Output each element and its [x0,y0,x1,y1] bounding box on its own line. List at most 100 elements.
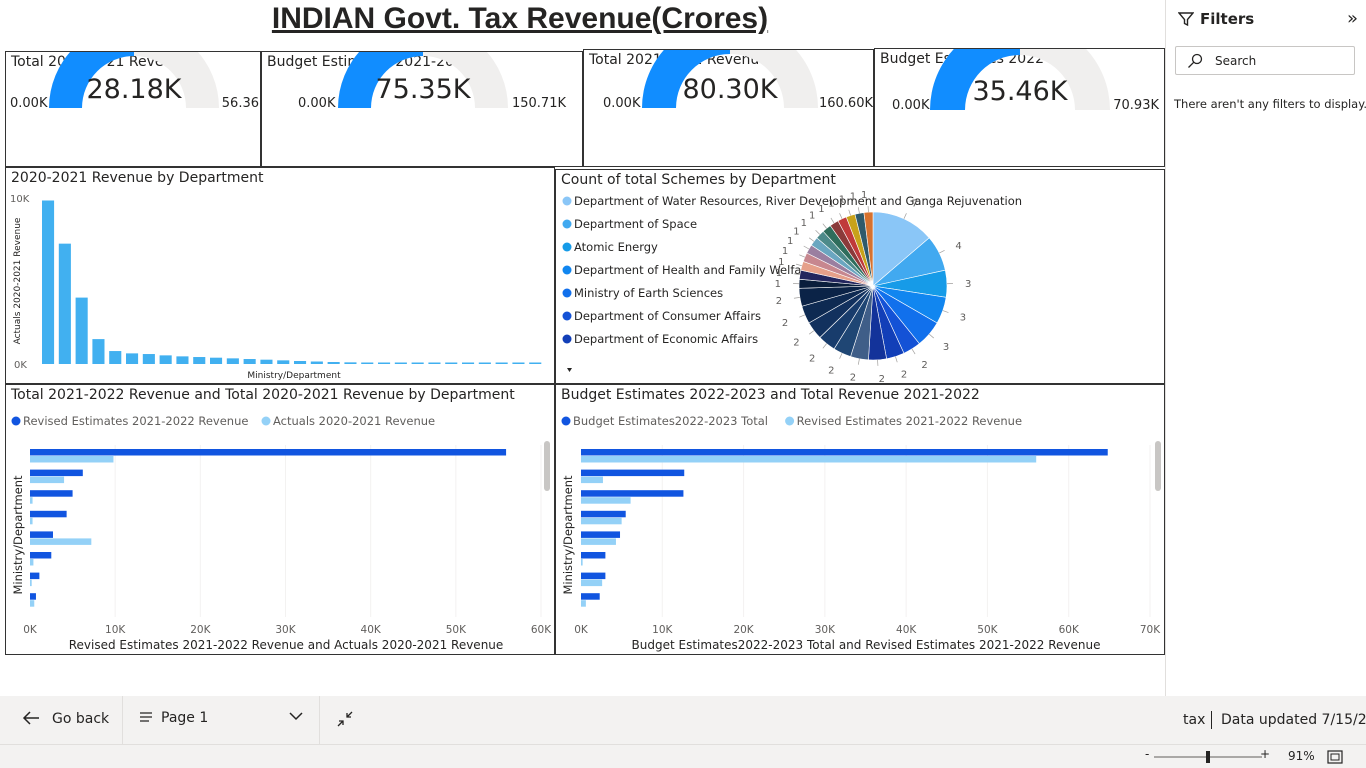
bar-series-1 [30,449,507,456]
bar-series-1 [581,531,621,538]
x-tick-label: 60K [1059,624,1080,636]
gauge-max-label: 56.36 [222,96,259,111]
pie-data-label: 3 [943,342,949,353]
pie-leader-line [808,237,815,242]
column-bar [159,355,172,364]
bar-series-2 [30,497,33,504]
legend-marker [562,334,572,344]
bar-series-2 [30,579,32,587]
filters-title: Filters [1200,10,1255,28]
x-tick-label: 0K [23,624,38,636]
zoom-slider-thumb[interactable] [1206,751,1210,763]
pie-leader-line [830,217,835,224]
y-axis-title: Ministry/Department [561,475,575,595]
pie-data-label: 2 [809,354,815,365]
fit-to-page-icon[interactable] [1327,750,1343,764]
chevron-down-icon[interactable] [288,710,304,726]
search-placeholder: Search [1215,54,1257,68]
legend-label: Department of Space [574,217,697,231]
x-tick-label: 70K [1140,624,1161,636]
zoom-in-button[interactable]: + [1260,747,1271,761]
pie-data-label: 1 [801,218,807,229]
revenue-comparison-chart[interactable]: Total 2021-2022 Revenue and Total 2020-2… [5,384,555,655]
filters-empty-message: There aren't any filters to display. [1174,97,1366,111]
pie-data-label: 1 [809,210,815,221]
column-bar [310,361,323,364]
report-title: INDIAN Govt. Tax Revenue(Crores) [271,2,769,35]
x-tick-label: 40K [361,624,382,636]
budget-comparison-chart[interactable]: Budget Estimates 2022-2023 and Total Rev… [555,384,1165,655]
list-icon [140,712,152,722]
pie-leader-line [903,213,907,219]
legend-label: Department of Consumer Affairs [574,309,761,323]
column-bar [75,297,88,364]
schemes-by-department-pie[interactable]: Count of total Schemes by Department Dep… [555,169,1165,384]
pie-data-label: 1 [850,192,856,203]
hbar-chart-plot: Revised Estimates 2021-2022 Revenue Actua… [11,414,552,652]
y-tick-label: 10K [10,194,30,205]
column-bar [294,361,307,364]
x-tick-label: 50K [977,624,998,636]
legend-marker [562,265,572,275]
pie-chart-plot: Department of Water Resources, River Dev… [562,190,1022,383]
pie-data-label: 1 [775,279,781,290]
column-bar [394,362,407,364]
pie-slice [872,211,930,287]
bar-series-2 [581,517,622,525]
gauge-max-label: 70.93K [1113,98,1159,113]
zoom-slider[interactable] [1154,749,1262,765]
status-bar: - + 91% [0,744,1366,768]
gauge-card-4[interactable]: Budget Estimates 2022-2023 35.46K0.00K70… [874,48,1165,167]
x-tick-label: 30K [815,624,836,636]
gauge-card-2[interactable]: Budget Estimates 2021-2022 75.35K0.00K15… [261,51,583,167]
go-back-button[interactable]: Go back [22,710,109,727]
gauge-value: 80.30K [682,74,778,105]
bar-series-1 [581,469,685,477]
column-bar [142,354,155,364]
zoom-level: 91% [1288,749,1315,763]
filters-header: Filters [1177,10,1255,28]
pie-data-label: 1 [828,198,834,209]
pie-leader-line [942,310,949,313]
bar-series-1 [581,552,606,559]
x-tick-label: 10K [105,624,126,636]
column-bar [411,362,424,364]
x-axis-title: Ministry/Department [247,371,341,381]
x-tick-label: 50K [446,624,467,636]
pie-data-label: 3 [965,279,971,290]
column-bar [226,358,239,364]
page-selector-dropdown[interactable]: Page 1 [139,710,208,726]
pie-data-label: 1 [778,257,784,268]
exit-focus-mode-icon[interactable] [336,710,354,732]
filters-search-input[interactable]: Search [1175,46,1355,75]
pie-data-label: 2 [828,366,834,377]
x-tick-label: 10K [652,624,673,636]
bar-series-2 [581,476,603,484]
column-bar [42,200,55,364]
collapse-pane-icon[interactable]: » [1346,8,1358,29]
bar-series-1 [30,510,67,518]
y-axis-title: Ministry/Department [11,475,25,595]
gauge-card-3[interactable]: Total 2021-2022 Revenue 80.30K0.00K160.6… [583,49,874,167]
legend-label: Atomic Energy [574,240,658,254]
gauge-visual: 35.46K 0.00K 70.93K [892,49,1159,113]
legend-label: Department of Water Resources, River Dev… [574,194,1022,208]
legend-marker [562,196,572,206]
legend-marker [261,416,271,426]
pie-data-label: 1 [787,236,793,247]
legend-marker [11,416,21,426]
pie-data-label: 4 [955,241,961,252]
x-tick-label: 20K [733,624,754,636]
pie-leader-line [815,230,821,235]
x-tick-label: 20K [190,624,211,636]
column-bar [445,362,458,364]
column-chart-plot: 10K 0K Actuals 2020-2021 Revenue Ministry/D… [10,194,542,381]
bar-series-2 [581,456,1037,463]
legend-label: Ministry of Earth Sciences [574,286,723,300]
y-axis-title: Actuals 2020-2021 Revenue [13,217,23,344]
legend-marker [561,416,571,426]
legend-label: Revised Estimates 2021-2022 Revenue [797,414,1022,428]
zoom-out-button[interactable]: - [1145,747,1150,761]
revenue-by-department-chart[interactable]: 2020-2021 Revenue by Department 10K 0K Act… [5,167,555,384]
